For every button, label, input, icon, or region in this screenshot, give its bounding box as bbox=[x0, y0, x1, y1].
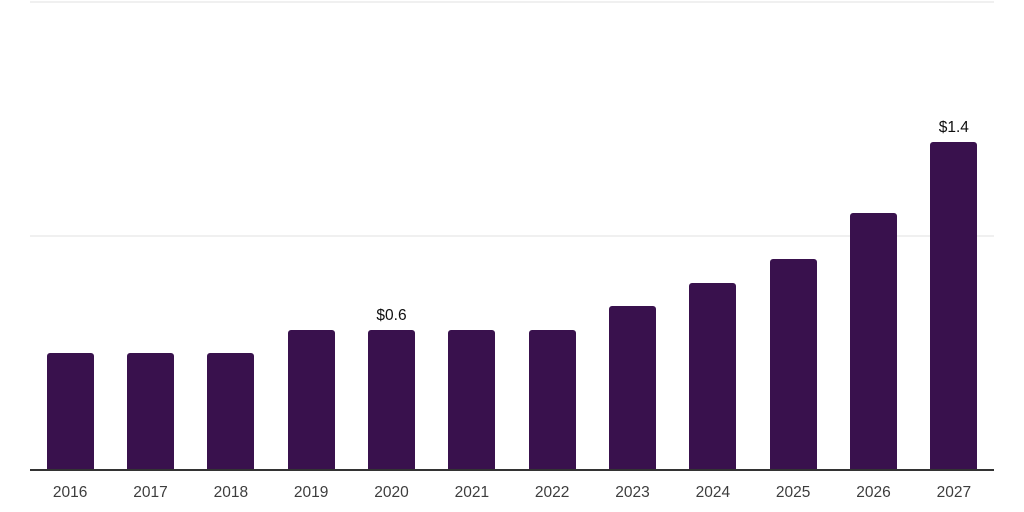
bar-2026 bbox=[850, 212, 897, 470]
bar-2027 bbox=[930, 142, 978, 470]
gridline-y-1 bbox=[30, 235, 994, 237]
x-tick-label-2022: 2022 bbox=[534, 484, 570, 501]
bar-2021 bbox=[448, 329, 496, 470]
bar-2022 bbox=[528, 329, 576, 470]
x-tick-label-2017: 2017 bbox=[133, 484, 168, 501]
x-tick-label-2025: 2025 bbox=[775, 484, 811, 501]
bar-2017 bbox=[127, 353, 174, 470]
bar-value-label-2020: $0.6 bbox=[376, 306, 407, 324]
x-tick-label-2018: 2018 bbox=[213, 484, 249, 501]
bar-2025 bbox=[769, 259, 817, 470]
x-tick-label-2019: 2019 bbox=[293, 484, 329, 501]
x-tick-label-2024: 2024 bbox=[695, 484, 731, 501]
gridline-y-2 bbox=[30, 1, 994, 3]
x-tick-label-2023: 2023 bbox=[615, 484, 650, 501]
x-tick-label-2016: 2016 bbox=[52, 484, 88, 501]
bar-2019 bbox=[287, 329, 335, 470]
x-axis-line bbox=[30, 469, 994, 471]
bar-2020 bbox=[368, 329, 415, 470]
x-tick-label-2026: 2026 bbox=[856, 484, 891, 501]
x-tick-label-2021: 2021 bbox=[454, 484, 490, 501]
x-tick-label-2020: 2020 bbox=[374, 484, 409, 501]
bar-2018 bbox=[207, 353, 255, 470]
bar-2016 bbox=[46, 353, 94, 470]
bar-2023 bbox=[609, 306, 656, 470]
x-tick-label-2027: 2027 bbox=[936, 484, 972, 501]
bar-2024 bbox=[689, 282, 737, 470]
bar-value-label-2027: $1.4 bbox=[938, 119, 969, 137]
